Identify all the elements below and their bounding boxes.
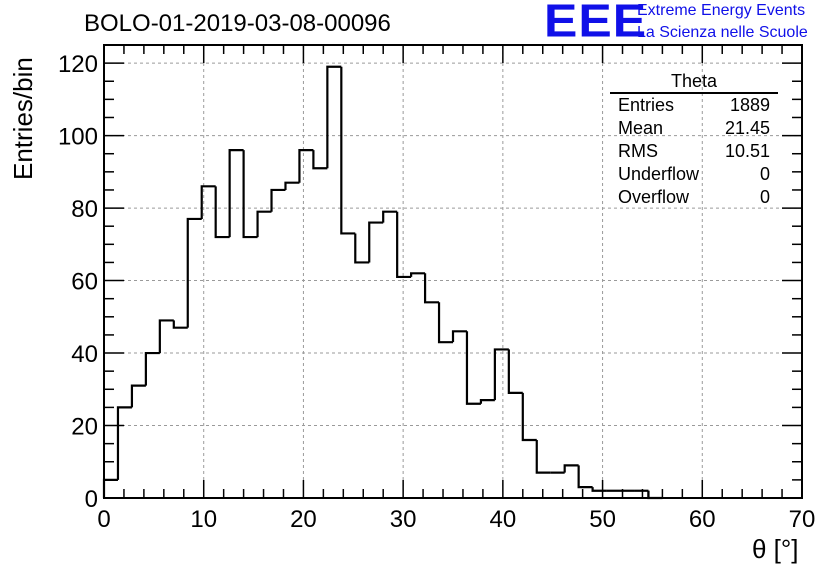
histogram-bars [102, 65, 663, 500]
stats-value: 0 [759, 164, 770, 184]
axis-ticks [103, 44, 803, 499]
histogram-bin [437, 302, 453, 344]
stats-label: Underflow [618, 164, 700, 184]
histogram-bin [354, 233, 370, 264]
histogram-bin [312, 150, 328, 170]
histogram-bin [102, 478, 118, 498]
histogram-bin [340, 66, 356, 235]
plot-frame [103, 44, 803, 499]
histogram-bin [116, 406, 132, 480]
histogram-bin [577, 465, 593, 489]
histogram-bin [493, 348, 509, 401]
y-tick-label: 120 [58, 51, 98, 78]
x-tick-label: 70 [789, 506, 816, 533]
histogram-bin [172, 320, 188, 329]
y-axis-label: Entries/bin [8, 57, 38, 180]
plot-border [103, 44, 803, 499]
eee-logo: EEE [544, 0, 648, 47]
histogram-bin [214, 186, 230, 239]
y-tick-label: 40 [71, 341, 98, 368]
histogram-bin [368, 221, 384, 263]
x-tick-label: 0 [97, 506, 110, 533]
histogram-bin [326, 65, 342, 169]
stats-row-overflow: Overflow 0 [610, 186, 778, 209]
histogram-bin [242, 150, 258, 239]
histogram-bin [451, 330, 467, 343]
x-tick-label: 30 [390, 506, 417, 533]
stats-row-mean: Mean 21.45 [610, 117, 778, 140]
histogram-bin [647, 490, 663, 500]
stats-label: RMS [618, 141, 658, 161]
histogram-bin [144, 351, 160, 386]
stats-row-rms: RMS 10.51 [610, 140, 778, 163]
stats-row-entries: Entries 1889 [610, 94, 778, 117]
tick-labels: 0 10 20 30 40 50 60 70 0 20 40 60 80 100 120 [58, 51, 815, 533]
stats-row-underflow: Underflow 0 [610, 163, 778, 186]
grid-lines [104, 45, 802, 498]
histogram-bin [396, 211, 412, 279]
y-tick-label: 60 [71, 269, 98, 296]
histogram-bin [521, 392, 537, 442]
histogram-bin [535, 440, 551, 474]
y-tick-label: 20 [71, 414, 98, 441]
x-tick-label: 20 [290, 506, 317, 533]
y-tick-label: 80 [71, 196, 98, 223]
histogram-bin [228, 148, 244, 238]
histogram-bin [298, 148, 314, 183]
histogram-bin [563, 464, 579, 473]
histogram-bin [410, 272, 426, 277]
stats-value: 21.45 [724, 118, 770, 138]
y-tick-label: 100 [58, 124, 98, 151]
histogram-bin [479, 399, 495, 404]
histogram-bin [130, 384, 146, 408]
stats-label: Mean [618, 118, 664, 138]
x-tick-label: 50 [589, 506, 616, 533]
logo-line-1: Extreme Energy Events [637, 2, 806, 19]
x-axis-label: θ [°] [752, 534, 799, 564]
histogram-bin [158, 319, 174, 354]
histogram-bin [200, 185, 216, 219]
histogram-bin [284, 181, 300, 190]
chart-title: BOLO-01-2019-03-08-00096 [84, 10, 391, 37]
stats-value: 1889 [729, 95, 770, 115]
x-tick-label: 10 [190, 506, 217, 533]
stats-value: 0 [759, 187, 770, 207]
histogram-bin [423, 273, 440, 304]
histogram-bin [186, 217, 202, 328]
stats-box: Theta Entries 1889 Mean 21.45 RMS 10.51 … [610, 70, 778, 209]
histogram-bin [382, 210, 398, 223]
stats-title: Theta [610, 70, 778, 94]
histogram-bin [507, 349, 523, 395]
stats-label: Entries [618, 95, 675, 115]
y-tick-label: 0 [85, 486, 98, 513]
histogram-bin [256, 210, 272, 238]
x-tick-label: 60 [689, 506, 716, 533]
histogram-bin [591, 487, 607, 492]
stats-label: Overflow [618, 187, 690, 207]
histogram-bin [270, 188, 286, 212]
histogram-bin [465, 331, 481, 405]
logo-line-2: La Scienza nelle Scuole [637, 24, 808, 41]
stats-value: 10.51 [724, 141, 770, 161]
x-tick-label: 40 [490, 506, 517, 533]
